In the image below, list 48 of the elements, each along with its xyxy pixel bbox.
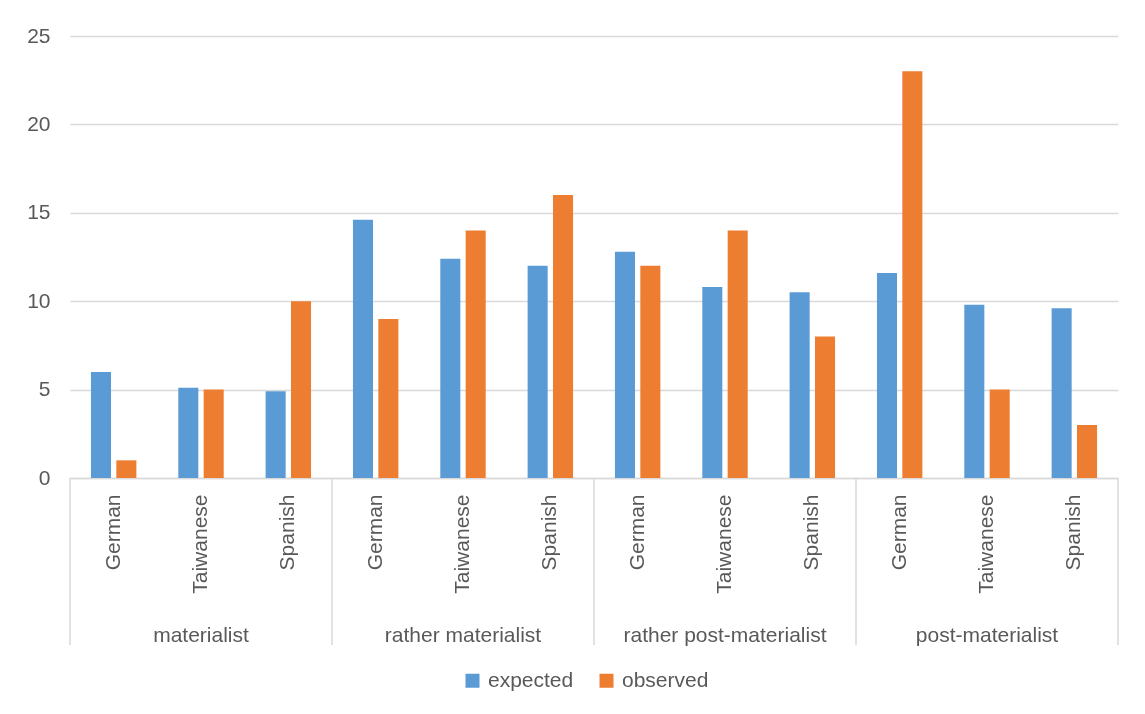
bar — [1051, 308, 1072, 478]
y-tick-label: 15 — [27, 200, 51, 224]
bar — [964, 304, 985, 478]
bar — [815, 336, 836, 478]
text: rather materialist — [384, 623, 542, 646]
legend-label: expected — [488, 667, 574, 691]
x-tick-label: Spanish — [799, 494, 823, 571]
bar — [440, 258, 461, 478]
bar — [614, 251, 635, 478]
text: rather post-materialist — [623, 623, 827, 646]
x-tick-label: Spanish — [1061, 494, 1085, 571]
bar — [702, 287, 723, 478]
x-tick-label: Spanish — [537, 494, 561, 571]
bar — [727, 230, 748, 478]
bar — [553, 195, 574, 478]
bar — [789, 292, 810, 478]
bar — [265, 391, 286, 478]
x-tick-label: German — [624, 494, 648, 571]
bar — [378, 318, 399, 478]
x-tick-label: German — [886, 494, 910, 571]
y-tick-label: 5 — [38, 377, 51, 401]
text: post-materialist — [915, 623, 1059, 646]
x-tick-label: Taiwanese — [712, 494, 735, 594]
bar — [902, 71, 923, 478]
bar — [465, 230, 486, 478]
bar — [352, 219, 373, 478]
bar — [527, 265, 548, 478]
y-tick-label: 20 — [27, 111, 51, 135]
x-tick-label: German — [362, 494, 386, 571]
bar — [876, 272, 897, 478]
x-tick-label: Taiwanese — [974, 494, 997, 594]
bar — [1077, 424, 1098, 478]
bar — [291, 301, 312, 478]
y-tick-label: 25 — [27, 23, 51, 47]
legend-label: observed — [622, 667, 709, 691]
bar — [116, 460, 137, 478]
x-tick-label: Taiwanese — [188, 494, 211, 594]
x-tick-label: Spanish — [275, 494, 299, 571]
text: materialist — [153, 623, 249, 646]
bar — [640, 265, 661, 478]
bar — [203, 389, 224, 478]
y-tick-label: 10 — [27, 288, 51, 312]
x-tick-label: Taiwanese — [450, 494, 473, 594]
bar — [989, 389, 1010, 478]
x-tick-label: German — [100, 494, 124, 571]
bar — [178, 387, 199, 478]
bar — [90, 371, 111, 478]
y-tick-label: 0 — [38, 465, 51, 489]
